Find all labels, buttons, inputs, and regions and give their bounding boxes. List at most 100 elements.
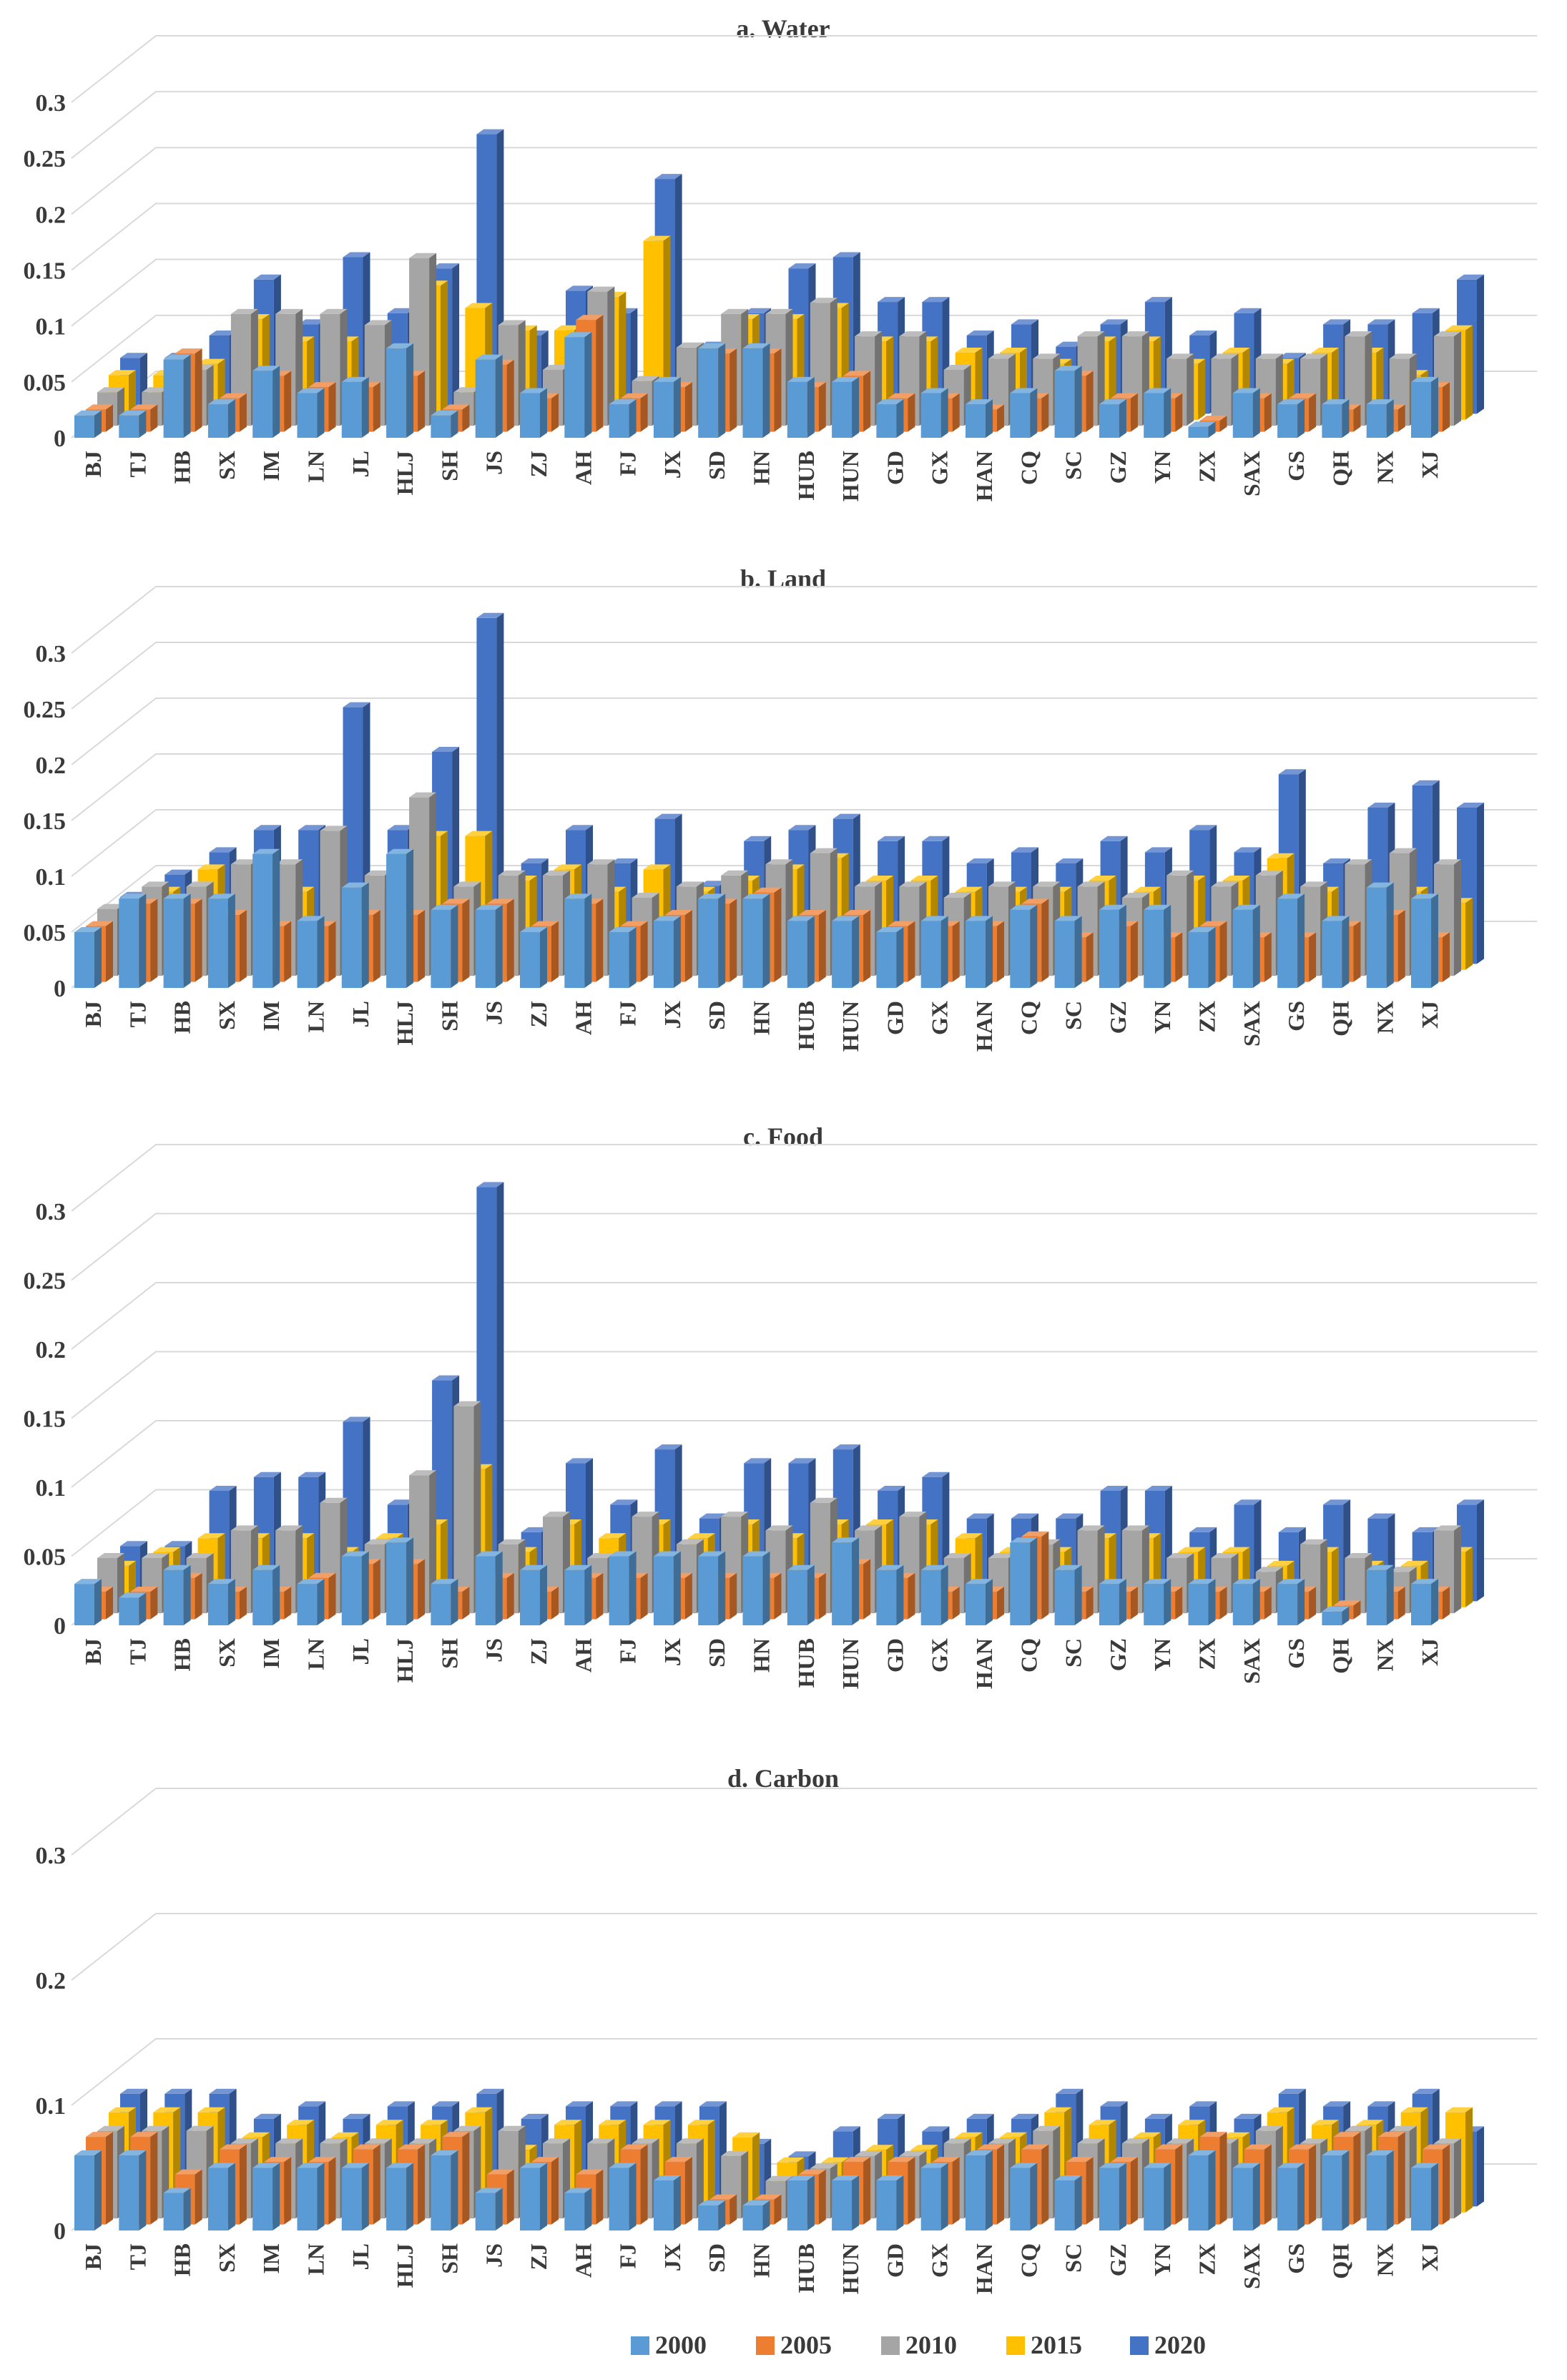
bar-top — [209, 847, 237, 853]
bar-2000-JL — [341, 882, 369, 988]
bar-top — [298, 2101, 326, 2107]
bar-side — [328, 1572, 336, 1620]
bar-side — [684, 910, 692, 982]
bars — [74, 2088, 1484, 2230]
bar-side — [1342, 399, 1350, 438]
bar-top — [197, 358, 225, 364]
bar-top — [1323, 319, 1351, 325]
bar-side — [1164, 388, 1171, 438]
bar-front — [564, 337, 585, 438]
bar-top — [1234, 2113, 1262, 2119]
bar-top — [721, 870, 749, 876]
bar-front — [832, 921, 853, 988]
bar-side — [1309, 393, 1317, 432]
bar-side — [1175, 1587, 1183, 1620]
bar-side — [1397, 2132, 1405, 2225]
bar-top — [207, 1579, 235, 1585]
bar-front — [1099, 404, 1119, 438]
bar-top — [676, 2138, 704, 2144]
bar-2000-TJ — [119, 893, 147, 988]
x-tick-label: TJ — [124, 451, 150, 477]
bar-top — [1277, 399, 1305, 405]
bar-front — [386, 2168, 407, 2230]
bar-side — [1431, 893, 1438, 988]
bar-top — [1010, 904, 1038, 910]
x-tick-label: AH — [570, 1638, 596, 1673]
bar-2000-ZJ — [520, 2163, 547, 2230]
bar-2000-XJ — [1411, 893, 1438, 988]
bar-side — [284, 371, 292, 432]
bar-2000-HUB — [787, 916, 815, 988]
bar-top — [866, 2145, 894, 2150]
bar-top — [1255, 870, 1283, 876]
bar-top — [1077, 1525, 1105, 1531]
bar-side — [1431, 376, 1438, 438]
bar-top — [1010, 1537, 1038, 1543]
bar-side — [462, 404, 470, 432]
bar-front — [1322, 921, 1342, 988]
bar-side — [239, 2144, 247, 2225]
bar-front — [966, 921, 986, 988]
bar-side — [406, 848, 414, 988]
bar-top — [564, 893, 592, 899]
bar-side — [863, 910, 871, 982]
bar-side — [940, 388, 948, 438]
bar-top — [699, 881, 727, 886]
x-tick-label: GX — [927, 1001, 953, 1035]
bar-side — [986, 399, 993, 438]
bar-top — [1367, 2101, 1395, 2107]
bar-top — [610, 1499, 638, 1505]
bar-top — [1244, 2144, 1272, 2150]
bar-top — [910, 2145, 938, 2150]
bar-front — [564, 2193, 585, 2230]
legend-swatch-2020 — [1130, 2336, 1149, 2355]
x-tick-label: GD — [882, 451, 908, 485]
bar-2000-SX — [207, 1579, 235, 1625]
bar-top — [219, 2144, 247, 2150]
bar-top — [1211, 353, 1239, 359]
bar-top — [253, 825, 281, 831]
bar-side — [418, 371, 426, 432]
bar-side — [1086, 1587, 1094, 1620]
bar-top — [699, 2101, 727, 2107]
bar-front — [1054, 371, 1075, 438]
gridline — [71, 258, 1538, 327]
bar-2000-TJ — [119, 1592, 147, 1625]
bar-side — [1074, 366, 1082, 438]
bar-side — [284, 2157, 292, 2225]
bar-side — [227, 893, 235, 988]
gridline — [71, 1351, 1538, 1419]
bar-top — [1322, 399, 1350, 405]
bar-2000-GZ — [1099, 2163, 1126, 2230]
bar-top — [387, 1499, 415, 1505]
bar-2000-HN — [742, 343, 770, 438]
bar-top — [476, 129, 504, 134]
bar-side — [1477, 1499, 1484, 1602]
bar-top — [1054, 366, 1082, 371]
bar-2000-SC — [1054, 916, 1082, 988]
bar-top — [742, 1551, 770, 1557]
bar-side — [441, 280, 448, 420]
bar-top — [298, 319, 326, 325]
bar-top — [1400, 1560, 1428, 1566]
bar-top — [97, 2125, 124, 2131]
bar-side — [986, 2150, 993, 2230]
bar-side — [462, 898, 470, 982]
bar-top — [1411, 893, 1438, 899]
bar-side — [1119, 2163, 1126, 2230]
bar-top — [699, 1513, 727, 1519]
bar-side — [774, 2194, 782, 2225]
bar-top — [409, 1470, 437, 1476]
y-tick-label: 0.15 — [24, 808, 67, 835]
bar-side — [952, 393, 960, 432]
bar-top — [1222, 2132, 1250, 2137]
bar-top — [1323, 858, 1351, 863]
x-tick-label: SH — [436, 1001, 462, 1032]
bar-top — [475, 904, 503, 910]
bar-front — [475, 1556, 496, 1625]
bar-side — [774, 1572, 782, 1620]
y-tick-label: 0 — [54, 426, 66, 452]
bar-top — [1366, 399, 1394, 405]
bar-side — [551, 393, 559, 432]
